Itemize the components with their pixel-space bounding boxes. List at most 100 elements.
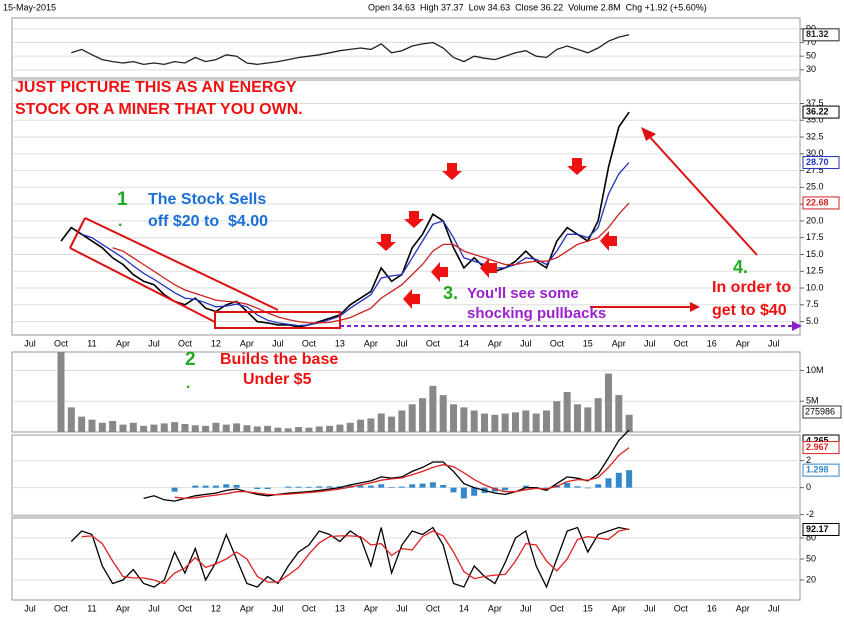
- y-tick-label: 17.5: [806, 232, 824, 242]
- x-tick-label: Jul: [644, 338, 656, 348]
- bar: [501, 413, 509, 432]
- x-tick-label: Jul: [520, 603, 532, 613]
- down-arrow: [404, 211, 424, 228]
- bar: [305, 486, 312, 488]
- y-tick-label: 15.0: [806, 249, 824, 259]
- bar: [67, 407, 75, 432]
- bar: [460, 487, 467, 499]
- x-tick-label: Jul: [644, 603, 656, 613]
- x-tick-label: Jul: [24, 603, 36, 613]
- bar: [222, 424, 230, 432]
- x-tick-label: 15: [583, 603, 593, 613]
- y-tick-label: 12.5: [806, 266, 824, 276]
- bar: [522, 410, 530, 432]
- x-tick-label: Jul: [768, 603, 780, 613]
- x-tick-label: Oct: [302, 338, 317, 348]
- x-tick-label: Oct: [178, 338, 193, 348]
- x-tick-label: Jul: [24, 338, 36, 348]
- x-tick-label: Jul: [272, 338, 284, 348]
- bar: [191, 425, 199, 432]
- y-tick-label: 10M: [806, 365, 824, 375]
- bar: [150, 424, 158, 432]
- bar: [140, 425, 148, 432]
- bar: [419, 398, 427, 432]
- x-tick-label: Apr: [116, 338, 130, 348]
- x-tick-label: Apr: [116, 603, 130, 613]
- bar: [604, 373, 612, 432]
- bar: [357, 485, 364, 488]
- value-label: 36.22: [806, 106, 829, 116]
- left-arrow: [403, 289, 420, 309]
- bar: [532, 413, 540, 432]
- x-tick-label: Apr: [488, 603, 502, 613]
- bar: [233, 484, 240, 488]
- bar: [98, 422, 106, 432]
- x-tick-label: 16: [707, 338, 717, 348]
- x-tick-label: 15: [583, 338, 593, 348]
- value-label: 275986: [805, 406, 835, 416]
- x-tick-label: Apr: [240, 603, 254, 613]
- x-tick-label: 14: [459, 338, 469, 348]
- annotation: get to $40: [712, 302, 787, 319]
- value-box: [802, 463, 840, 477]
- x-tick-label: 13: [335, 338, 345, 348]
- bar: [429, 482, 436, 488]
- value-label: 92.17: [806, 524, 829, 534]
- series-line: [174, 447, 630, 500]
- left-arrow: [600, 231, 617, 251]
- bar: [212, 485, 219, 488]
- bar: [367, 418, 375, 432]
- x-tick-label: Oct: [426, 338, 441, 348]
- panel-frame: [11, 17, 801, 79]
- annotation: In order to: [712, 279, 791, 296]
- x-tick-label: 12: [211, 603, 221, 613]
- bar: [212, 422, 220, 432]
- value-box: [802, 28, 840, 42]
- bar: [274, 427, 282, 432]
- x-tick-label: Jul: [148, 603, 160, 613]
- bar: [594, 398, 602, 432]
- x-tick-label: Apr: [364, 338, 378, 348]
- bar: [522, 485, 529, 488]
- x-tick-label: Oct: [674, 603, 689, 613]
- bar: [626, 470, 633, 488]
- bar: [625, 414, 633, 432]
- x-tick-label: 11: [87, 603, 96, 613]
- annotation: The Stock Sells: [148, 191, 266, 208]
- bar: [295, 427, 303, 432]
- bar: [450, 487, 457, 493]
- bar: [264, 425, 272, 432]
- annotation: .: [118, 213, 122, 230]
- x-tick-label: Jul: [396, 603, 408, 613]
- annotation: Builds the base: [220, 351, 338, 368]
- annotation: JUST PICTURE THIS AS AN ENERGY: [15, 79, 297, 96]
- x-tick-label: 13: [335, 603, 345, 613]
- annotation: shocking pullbacks: [467, 305, 606, 322]
- pullback-arrows: [376, 158, 617, 309]
- series-line: [81, 528, 630, 585]
- x-tick-label: 12: [211, 338, 221, 348]
- y-tick-label: 20.0: [806, 215, 824, 225]
- bar: [367, 485, 374, 488]
- bar: [223, 484, 230, 488]
- bar: [543, 487, 550, 489]
- x-tick-label: Oct: [178, 603, 193, 613]
- arrow-head: [690, 302, 700, 312]
- y-tick-label: 25.0: [806, 182, 824, 192]
- y-tick-label: 27.5: [806, 165, 824, 175]
- value-box: [802, 196, 840, 210]
- bar: [595, 484, 602, 488]
- x-tick-label: Jul: [148, 338, 160, 348]
- x-tick-label: Oct: [54, 603, 69, 613]
- down-arrow: [376, 234, 396, 251]
- series-line: [143, 429, 630, 502]
- value-label: 81.32: [806, 29, 829, 39]
- bar: [171, 487, 178, 492]
- x-tick-label: Jul: [272, 603, 284, 613]
- x-tick-label: Oct: [54, 338, 69, 348]
- header-date: 15-May-2015: [3, 2, 56, 12]
- left-arrow: [431, 262, 448, 282]
- bar: [491, 414, 499, 432]
- y-tick-label: 37.5: [806, 98, 824, 108]
